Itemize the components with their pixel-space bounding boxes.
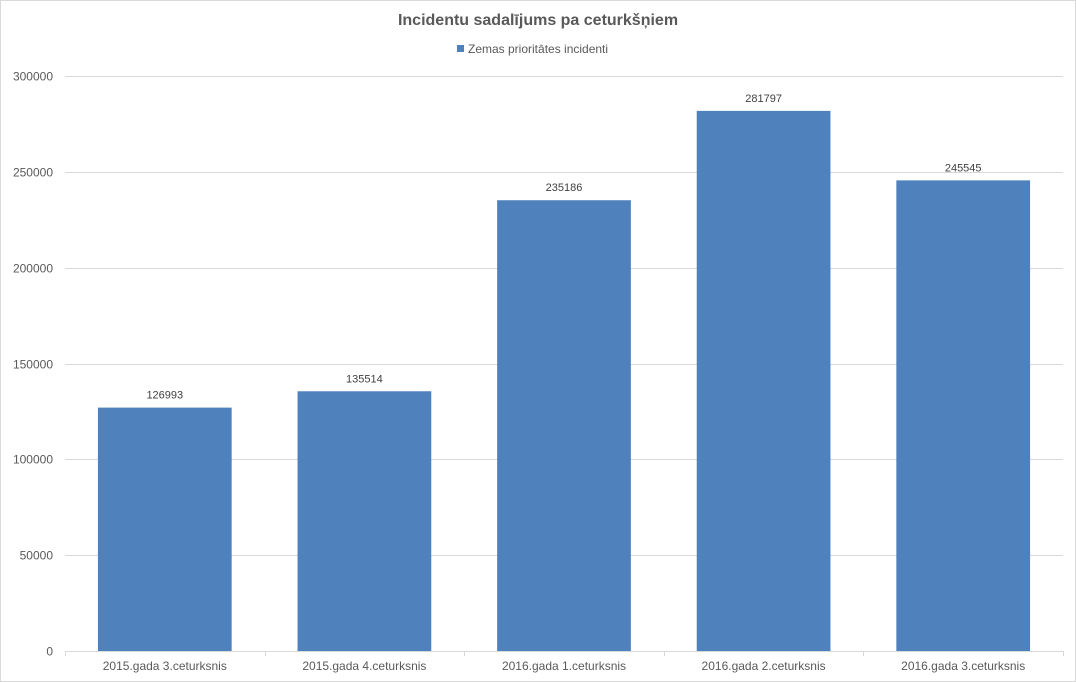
data-label: 135514: [346, 373, 383, 385]
data-labels: 126993 135514 235186 281797 245545: [146, 93, 981, 402]
y-tick-label: 300000: [13, 70, 53, 84]
x-category-label: 2016.gada 1.ceturksnis: [502, 659, 626, 673]
data-label: 281797: [745, 93, 782, 105]
data-label: 245545: [945, 162, 982, 174]
y-tick-label: 250000: [13, 166, 53, 180]
x-category-label: 2016.gada 2.ceturksnis: [702, 659, 826, 673]
y-axis: 0 50000 100000 150000 200000 250000 300000: [13, 70, 53, 659]
bar: [497, 200, 631, 651]
x-category-label: 2015.gada 3.ceturksnis: [103, 659, 227, 673]
bars: [97, 110, 1031, 652]
bar: [696, 110, 831, 651]
bar: [297, 391, 432, 651]
legend: Zemas prioritātes incidenti: [457, 42, 608, 56]
data-label: 235186: [546, 182, 583, 194]
data-label: 126993: [146, 390, 183, 402]
x-axis: 2015.gada 3.ceturksnis 2015.gada 4.ceturk…: [65, 651, 1064, 673]
y-tick-label: 100000: [13, 453, 53, 467]
y-tick-label: 150000: [13, 358, 53, 372]
chart-title: Incidentu sadalījums pa ceturkšņiem: [398, 12, 678, 29]
bar: [896, 180, 1031, 652]
legend-swatch: [457, 45, 464, 52]
y-tick-label: 0: [46, 645, 53, 659]
x-category-label: 2016.gada 3.ceturksnis: [901, 659, 1025, 673]
legend-label: Zemas prioritātes incidenti: [468, 42, 608, 56]
bar: [97, 407, 232, 651]
y-tick-label: 200000: [13, 262, 53, 276]
x-category-label: 2015.gada 4.ceturksnis: [302, 659, 426, 673]
y-tick-label: 50000: [20, 549, 54, 563]
